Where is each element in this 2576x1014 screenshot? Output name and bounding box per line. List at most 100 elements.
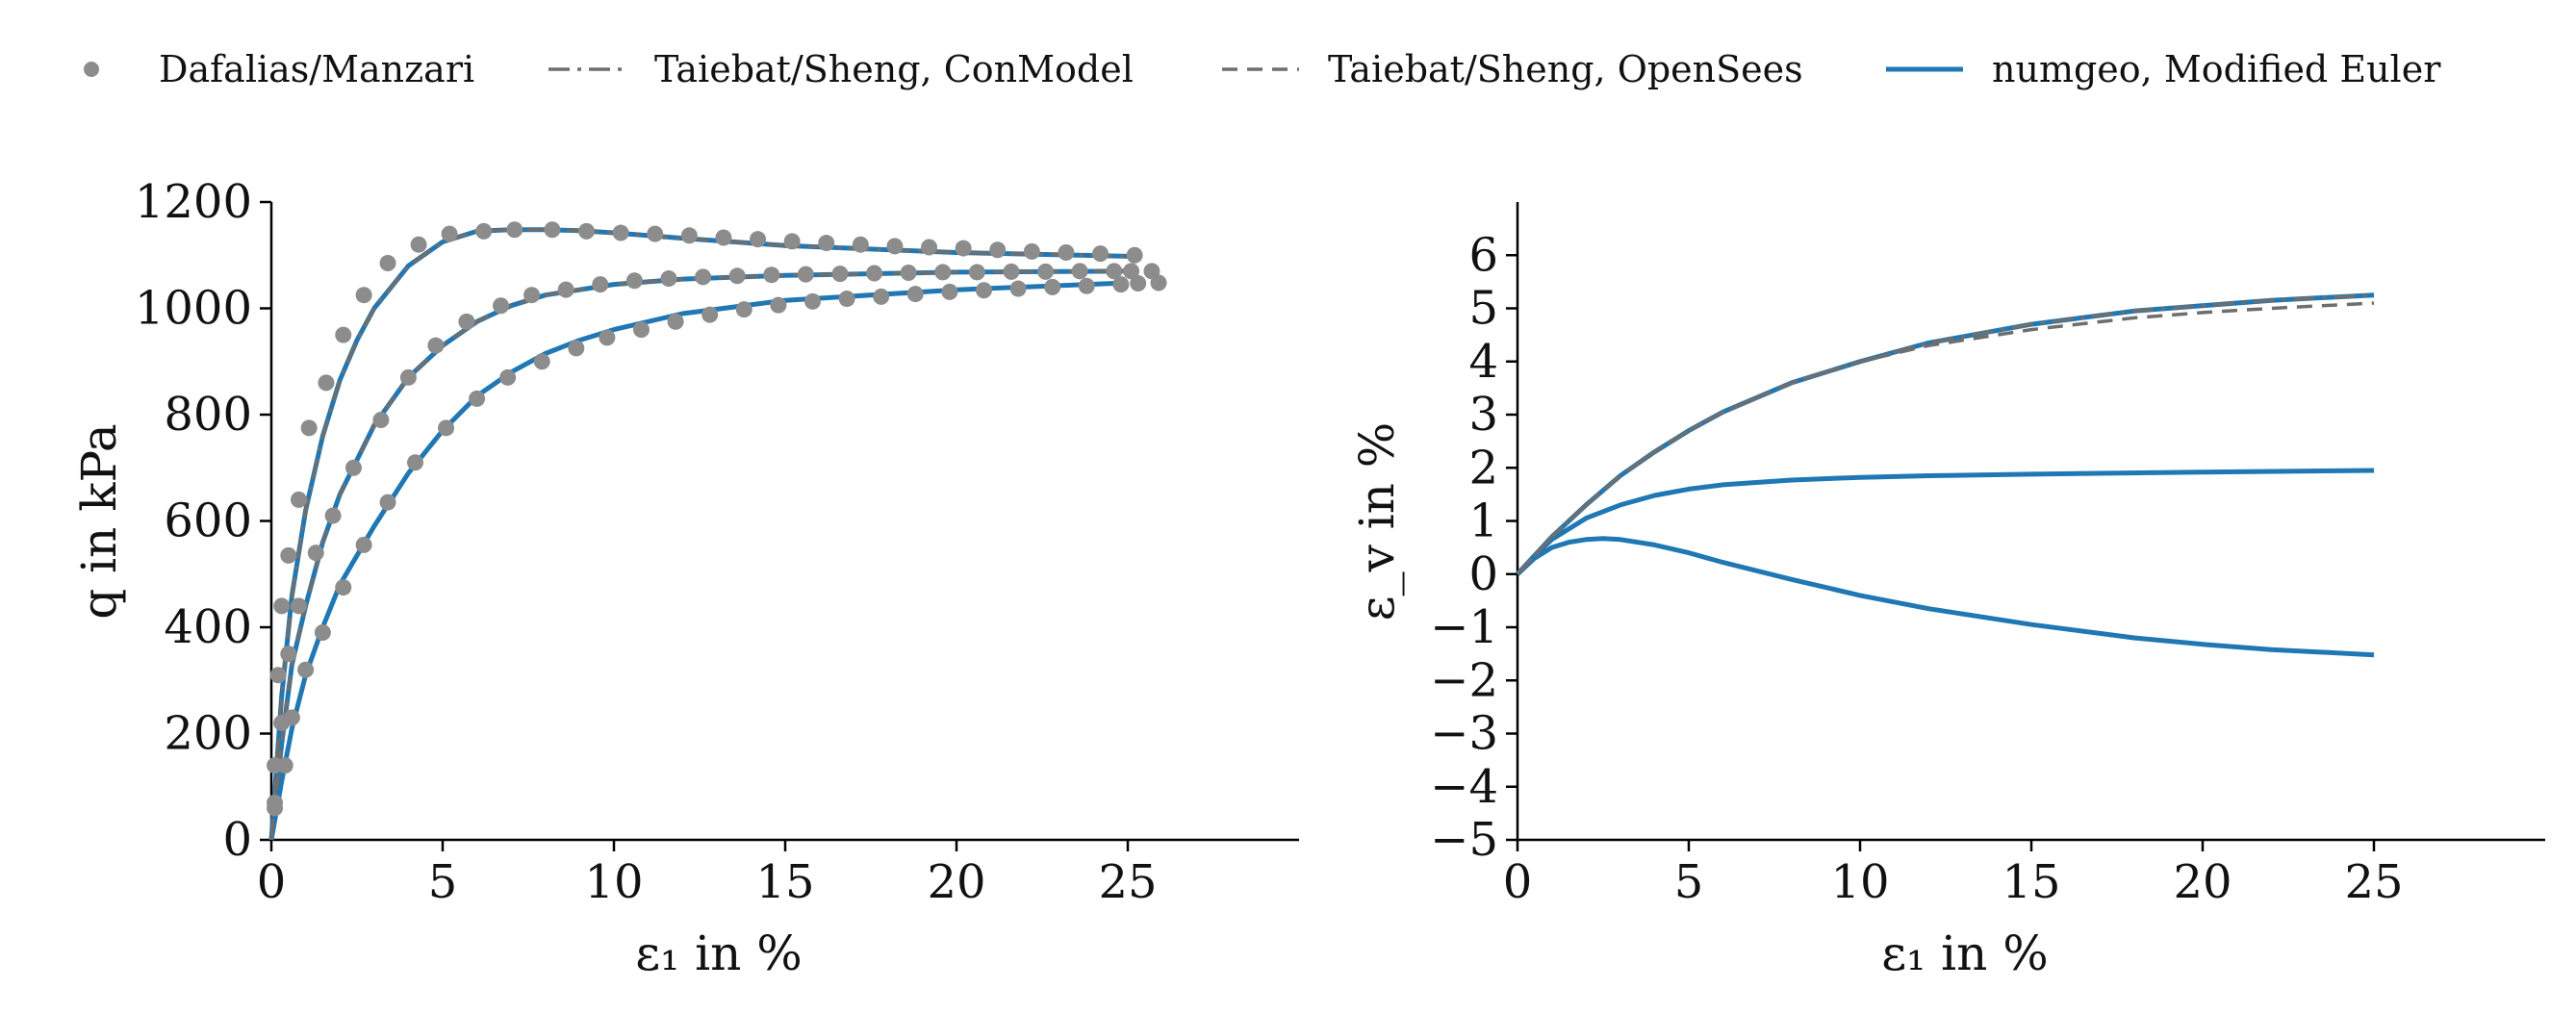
data-point — [1044, 278, 1061, 295]
data-point — [324, 507, 342, 524]
series-conmodel-line — [1516, 292, 2375, 575]
data-point — [1058, 243, 1075, 261]
data-point — [660, 270, 677, 288]
data-point — [297, 661, 315, 678]
series-numgeo-line — [1516, 536, 2375, 658]
y-tick-label: 5 — [1468, 282, 1498, 336]
y-tick-label: 400 — [164, 600, 252, 654]
x-tick-label: 10 — [584, 855, 643, 909]
data-point — [1112, 276, 1130, 293]
y-tick-label: −3 — [1430, 707, 1498, 761]
data-point — [290, 491, 307, 508]
x-tick-label: 5 — [428, 855, 458, 909]
data-point — [335, 326, 352, 343]
data-point — [1092, 245, 1109, 263]
data-point — [886, 238, 904, 255]
data-point — [647, 225, 664, 242]
data-point — [599, 329, 616, 346]
data-point — [1130, 275, 1147, 292]
data-point — [955, 240, 972, 257]
x-axis-label: ε₁ in % — [1881, 925, 2048, 981]
data-point — [728, 267, 746, 285]
data-point — [632, 321, 650, 339]
legend-label: Taiebat/Sheng, ConModel — [654, 48, 1134, 90]
data-point — [469, 390, 486, 407]
data-point — [715, 229, 732, 246]
data-point — [410, 236, 427, 253]
x-tick-label: 25 — [1098, 855, 1157, 909]
data-point — [906, 286, 924, 303]
data-point — [280, 646, 297, 663]
data-point — [506, 221, 523, 239]
x-tick-label: 15 — [2002, 855, 2060, 909]
y-axis-label: q in kPa — [71, 423, 127, 620]
data-point — [592, 276, 609, 293]
data-point — [866, 265, 883, 282]
data-point — [267, 799, 284, 817]
y-tick-label: −4 — [1430, 760, 1498, 814]
data-point — [1078, 277, 1095, 294]
data-point — [568, 340, 585, 357]
data-point — [300, 419, 318, 437]
data-point — [307, 545, 324, 562]
series-opensees-line — [269, 269, 1129, 841]
data-point — [1003, 263, 1020, 280]
legend-item-0: Dafalias/Manzari — [84, 48, 474, 90]
data-point — [695, 268, 712, 286]
data-point — [968, 264, 985, 281]
data-point — [578, 222, 596, 240]
y-tick-label: −2 — [1430, 653, 1498, 707]
data-point — [941, 283, 958, 300]
data-point — [1071, 263, 1088, 280]
data-point — [438, 419, 455, 437]
data-point — [379, 255, 396, 272]
x-axis-label: ε₁ in % — [635, 925, 802, 981]
x-tick-label: 20 — [927, 855, 985, 909]
data-point — [407, 454, 424, 471]
data-point — [355, 287, 372, 304]
data-point — [750, 231, 767, 248]
data-point — [399, 368, 417, 386]
x-tick-label: 0 — [1503, 855, 1533, 909]
data-point — [803, 292, 821, 310]
legend: Dafalias/Manzari Taiebat/Sheng, ConModel T… — [84, 48, 2441, 90]
data-point — [1150, 274, 1167, 292]
data-point — [975, 282, 992, 299]
data-point — [441, 225, 458, 242]
data-point — [533, 353, 550, 370]
data-point — [667, 313, 684, 330]
legend-item-1: Taiebat/Sheng, ConModel — [548, 48, 1134, 90]
data-point — [269, 667, 287, 684]
x-tick-label: 25 — [2344, 855, 2403, 909]
data-point — [276, 757, 293, 774]
y-tick-label: 1000 — [135, 282, 252, 336]
data-point — [314, 624, 331, 642]
data-point — [763, 266, 780, 284]
y-tick-label: 200 — [164, 707, 252, 761]
y-tick-label: 0 — [222, 813, 252, 867]
data-point — [701, 306, 719, 323]
y-tick-label: 2 — [1468, 441, 1498, 494]
data-point — [1023, 242, 1040, 260]
y-tick-label: −1 — [1430, 600, 1498, 654]
data-point — [680, 227, 698, 244]
series-opensees-line — [1516, 301, 2375, 575]
data-point — [797, 266, 814, 283]
plot-q-vs-axial-strain: 0 5 10 15 20 25 0 200 400 600 800 1000 1200 ε₁ in % q … — [71, 175, 1299, 981]
data-point — [458, 313, 475, 330]
legend-label: numgeo, Modified Euler — [1992, 48, 2441, 90]
data-point — [290, 597, 307, 615]
data-point — [989, 241, 1007, 259]
data-point — [1123, 263, 1140, 280]
data-point — [557, 281, 574, 298]
data-point — [625, 272, 643, 290]
data-point — [612, 224, 629, 241]
data-point — [1009, 280, 1027, 297]
y-tick-label: 1 — [1468, 494, 1498, 548]
legend-marker — [84, 62, 99, 77]
data-point — [493, 297, 510, 315]
x-tick-label: 10 — [1830, 855, 1889, 909]
series-numgeo-line — [268, 227, 1129, 841]
data-point — [934, 264, 952, 281]
